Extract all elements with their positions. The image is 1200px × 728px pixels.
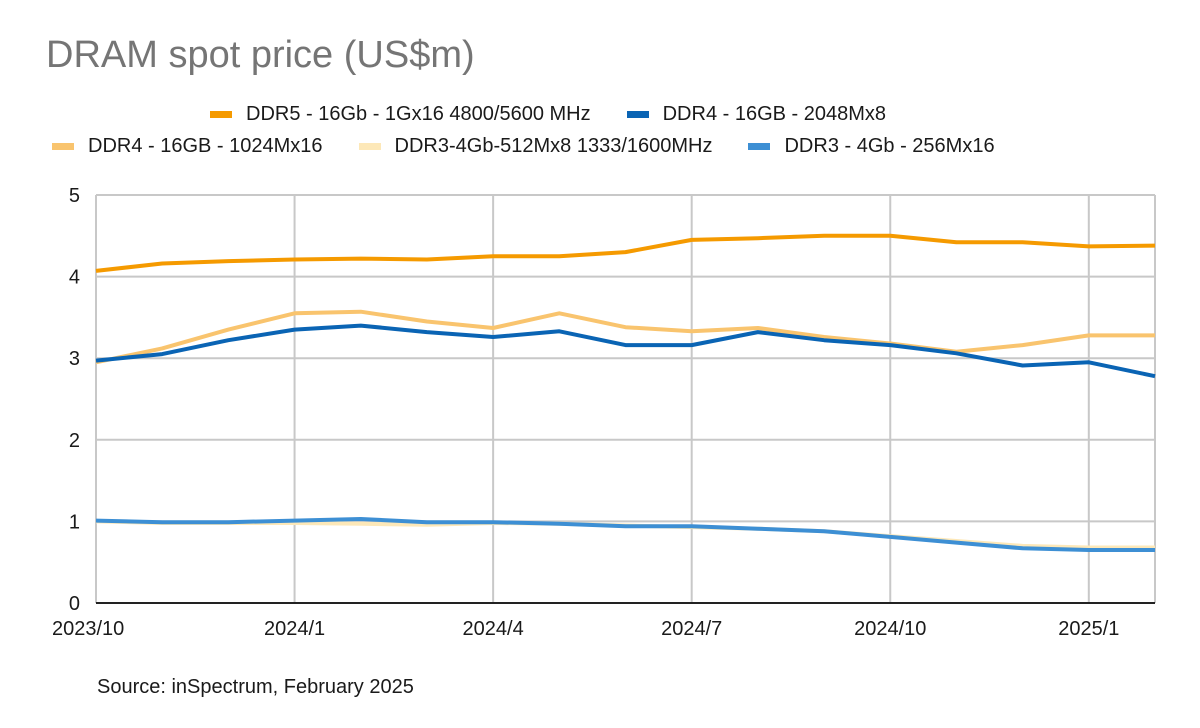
legend-swatch <box>748 143 771 150</box>
legend-row-2: DDR4 - 16GB - 1024Mx16 DDR3-4Gb-512Mx8 13… <box>52 135 1031 158</box>
legend-label: DDR4 - 16GB - 1024Mx16 <box>88 135 323 157</box>
series-lines <box>95 233 1156 552</box>
legend-swatch <box>210 111 232 118</box>
chart-title: DRAM spot price (US$m) <box>46 34 475 76</box>
legend-item: DDR4 - 16GB - 2048Mx8 <box>626 103 887 126</box>
y-tick-label: 3 <box>69 348 80 370</box>
x-tick-label: 2024/10 <box>854 618 926 640</box>
y-tick-label: 2 <box>69 430 80 452</box>
series-ddr3-4gb-256mx16 <box>95 517 1156 552</box>
legend-label: DDR4 - 16GB - 2048Mx8 <box>662 103 887 125</box>
legend-label: DDR5 - 16Gb - 1Gx16 4800/5600 MHz <box>246 103 591 125</box>
legend-swatch <box>358 143 381 150</box>
legend-label: DDR3-4Gb-512Mx8 1333/1600MHz <box>394 135 713 157</box>
series-ddr4-16gb-2048mx8 <box>95 323 1156 379</box>
x-tick-label: 2024/1 <box>264 618 325 640</box>
x-tick-label: 2023/10 <box>52 618 124 640</box>
legend-swatch <box>52 143 74 150</box>
legend-item: DDR4 - 16GB - 1024Mx16 <box>52 135 323 158</box>
source-note: Source: inSpectrum, February 2025 <box>97 676 414 698</box>
legend-item: DDR3 - 4Gb - 256Mx16 <box>748 135 995 158</box>
x-tick-label: 2024/7 <box>661 618 722 640</box>
series-line <box>95 323 1156 379</box>
y-tick-label: 5 <box>69 185 80 207</box>
legend-item: DDR5 - 16Gb - 1Gx16 4800/5600 MHz <box>210 103 591 126</box>
legend-label: DDR3 - 4Gb - 256Mx16 <box>784 135 995 157</box>
x-tick-label: 2024/4 <box>463 618 524 640</box>
x-tick-label: 2025/1 <box>1058 618 1119 640</box>
series-line <box>95 233 1156 273</box>
axes: 0 1 2 3 4 5 2023/10 2024/1 2024/4 2024/7 2024/10 20… <box>52 185 1155 640</box>
legend-swatch <box>626 111 649 118</box>
series-ddr5-16gb-1gx16-4800-5600-mhz <box>95 233 1156 273</box>
legend-row-1: DDR5 - 16Gb - 1Gx16 4800/5600 MHz DDR4 - … <box>210 103 922 126</box>
y-tick-label: 1 <box>69 511 80 533</box>
grid <box>95 194 1156 603</box>
legend-item: DDR3-4Gb-512Mx8 1333/1600MHz <box>358 135 713 158</box>
y-tick-label: 0 <box>69 593 80 615</box>
y-tick-label: 4 <box>69 267 80 289</box>
